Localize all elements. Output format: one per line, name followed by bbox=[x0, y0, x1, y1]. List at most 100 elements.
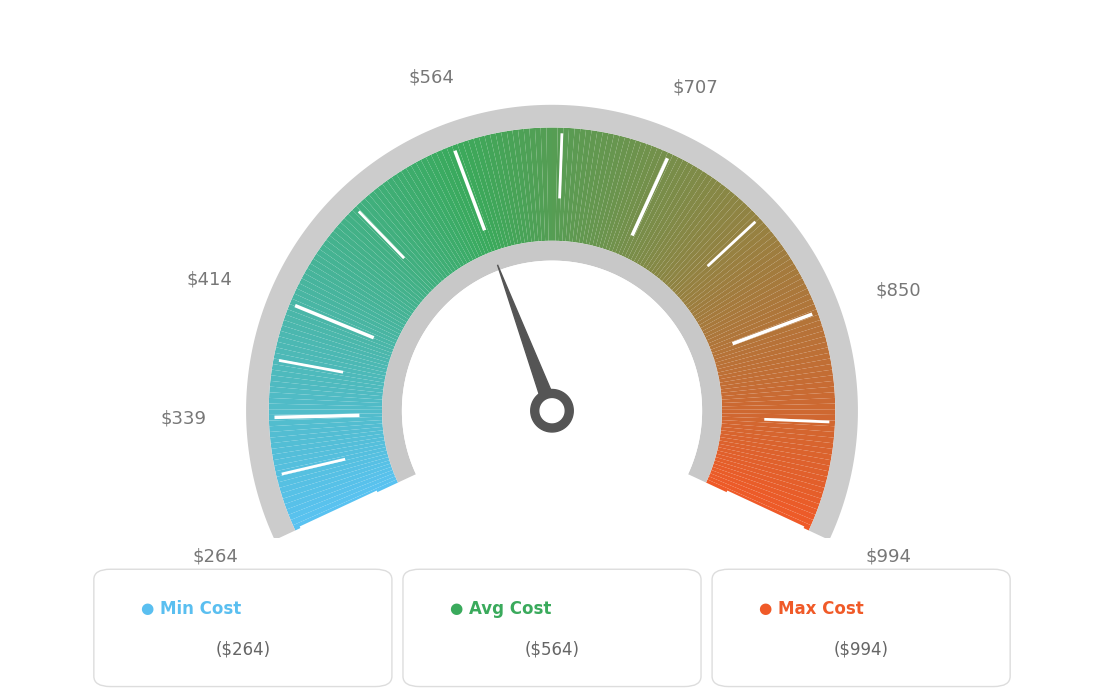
Polygon shape bbox=[609, 144, 652, 252]
Polygon shape bbox=[675, 214, 760, 295]
Polygon shape bbox=[269, 417, 382, 426]
Polygon shape bbox=[634, 162, 693, 264]
Polygon shape bbox=[426, 155, 479, 259]
Polygon shape bbox=[269, 381, 383, 396]
Polygon shape bbox=[651, 181, 722, 275]
Text: Max Cost: Max Cost bbox=[778, 600, 864, 618]
Polygon shape bbox=[721, 431, 834, 449]
Polygon shape bbox=[710, 470, 817, 515]
Polygon shape bbox=[277, 336, 388, 369]
Polygon shape bbox=[507, 130, 528, 243]
Polygon shape bbox=[401, 168, 465, 267]
Polygon shape bbox=[273, 437, 384, 460]
Polygon shape bbox=[569, 129, 586, 242]
Polygon shape bbox=[583, 132, 608, 244]
Polygon shape bbox=[411, 162, 470, 264]
Polygon shape bbox=[531, 389, 573, 432]
Text: ●: ● bbox=[449, 601, 463, 616]
Polygon shape bbox=[593, 136, 625, 246]
Polygon shape bbox=[396, 171, 461, 269]
Polygon shape bbox=[340, 218, 427, 297]
Polygon shape bbox=[452, 144, 495, 252]
Polygon shape bbox=[657, 188, 731, 279]
Polygon shape bbox=[555, 128, 563, 241]
Text: ●: ● bbox=[140, 601, 153, 616]
Polygon shape bbox=[278, 331, 389, 366]
Polygon shape bbox=[716, 336, 827, 369]
Polygon shape bbox=[269, 420, 382, 432]
Polygon shape bbox=[541, 128, 549, 241]
Polygon shape bbox=[716, 342, 828, 373]
Polygon shape bbox=[707, 293, 813, 344]
Polygon shape bbox=[721, 375, 834, 393]
Polygon shape bbox=[586, 133, 614, 245]
Polygon shape bbox=[457, 142, 498, 250]
Polygon shape bbox=[301, 273, 403, 331]
Polygon shape bbox=[712, 315, 820, 356]
Polygon shape bbox=[468, 139, 505, 248]
Polygon shape bbox=[562, 128, 575, 241]
Polygon shape bbox=[708, 299, 815, 346]
Polygon shape bbox=[546, 128, 552, 241]
Polygon shape bbox=[716, 451, 827, 482]
Polygon shape bbox=[276, 342, 388, 373]
Polygon shape bbox=[270, 431, 383, 449]
Polygon shape bbox=[722, 392, 835, 403]
Polygon shape bbox=[352, 206, 435, 290]
Polygon shape bbox=[378, 184, 450, 277]
Polygon shape bbox=[270, 375, 383, 393]
Polygon shape bbox=[501, 131, 524, 244]
Polygon shape bbox=[720, 364, 832, 386]
Polygon shape bbox=[333, 226, 423, 303]
Polygon shape bbox=[518, 129, 535, 242]
Polygon shape bbox=[322, 240, 416, 311]
Polygon shape bbox=[270, 427, 383, 443]
Polygon shape bbox=[722, 398, 835, 406]
Text: $264: $264 bbox=[193, 548, 238, 566]
Polygon shape bbox=[606, 142, 647, 250]
Polygon shape bbox=[718, 347, 829, 376]
Polygon shape bbox=[720, 370, 834, 389]
Polygon shape bbox=[719, 358, 831, 383]
Polygon shape bbox=[719, 440, 831, 466]
Polygon shape bbox=[669, 206, 752, 290]
Polygon shape bbox=[406, 165, 467, 265]
Polygon shape bbox=[661, 195, 740, 283]
Polygon shape bbox=[490, 133, 518, 245]
Polygon shape bbox=[326, 235, 418, 308]
Polygon shape bbox=[268, 404, 382, 410]
Polygon shape bbox=[719, 353, 830, 380]
Polygon shape bbox=[382, 181, 453, 275]
Polygon shape bbox=[722, 420, 835, 432]
Polygon shape bbox=[715, 331, 826, 366]
Polygon shape bbox=[540, 399, 564, 423]
Polygon shape bbox=[273, 440, 385, 466]
Text: $850: $850 bbox=[875, 282, 922, 299]
Polygon shape bbox=[677, 218, 764, 297]
Polygon shape bbox=[679, 222, 767, 300]
Polygon shape bbox=[628, 157, 683, 260]
Polygon shape bbox=[299, 278, 402, 334]
Text: $339: $339 bbox=[160, 410, 206, 428]
Polygon shape bbox=[659, 191, 735, 281]
Polygon shape bbox=[268, 413, 382, 421]
Polygon shape bbox=[357, 202, 437, 288]
Text: ●: ● bbox=[758, 601, 772, 616]
Polygon shape bbox=[447, 146, 492, 253]
Polygon shape bbox=[665, 198, 744, 286]
Polygon shape bbox=[722, 417, 835, 426]
Polygon shape bbox=[386, 177, 456, 273]
Polygon shape bbox=[722, 413, 836, 421]
Polygon shape bbox=[612, 146, 657, 253]
Polygon shape bbox=[279, 457, 390, 493]
Polygon shape bbox=[691, 249, 788, 317]
Polygon shape bbox=[280, 325, 390, 363]
Text: ($264): ($264) bbox=[215, 640, 270, 658]
Polygon shape bbox=[297, 283, 401, 337]
Polygon shape bbox=[703, 283, 807, 337]
Polygon shape bbox=[283, 464, 392, 504]
Text: $564: $564 bbox=[408, 69, 454, 87]
Polygon shape bbox=[373, 188, 447, 279]
Polygon shape bbox=[275, 447, 386, 477]
Polygon shape bbox=[512, 130, 532, 242]
